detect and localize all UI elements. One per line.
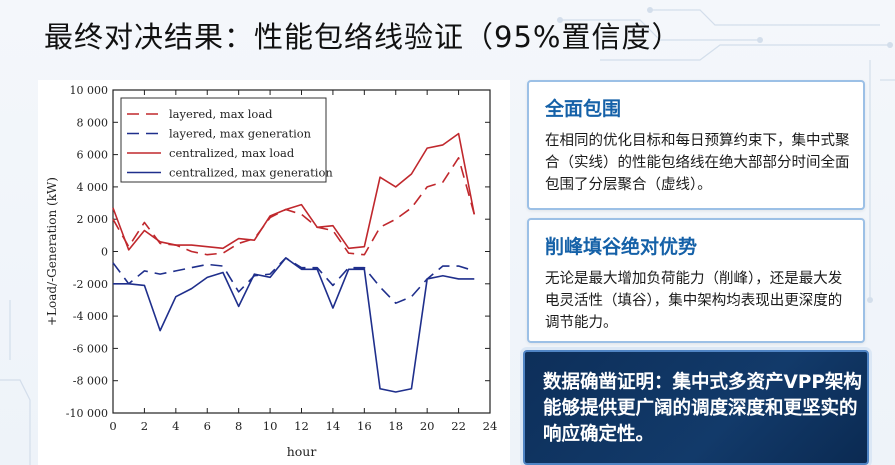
y-axis-label: +Load/-Generation (kW) [45,177,59,326]
series-line [113,257,475,393]
chart-panel: 10 000 8 000 6 000 4 000 2 000 0 -2 000 -4 000 -… [38,80,510,465]
card-body: 无论是最大增加负荷能力（削峰），还是最大发电灵活性（填谷），集中架构均表现出更深… [545,271,843,331]
card-conclusion: 数据确凿证明：集中式多资产VPP架构能够提供更广阔的调度深度和更坚实的响应确定性… [523,350,869,465]
y-tick-label: -4 000 [73,310,108,323]
card-title: 全面包围 [545,98,622,120]
x-tick-label: 2 [141,419,148,433]
series-line [112,257,475,304]
y-tick-label: 4 000 [77,181,109,194]
legend-box [120,97,327,183]
legend-label: layered, max load [169,107,273,121]
x-tick-label: 24 [483,419,498,433]
x-tick-label: 12 [294,419,309,433]
x-tick-label: 18 [388,419,403,433]
legend-label: centralized, max generation [169,166,333,180]
x-axis-label: hour [287,444,317,459]
x-tick-label: 10 [263,419,278,433]
x-tick-label: 4 [172,419,179,433]
conclusion-text: 数据确凿证明：集中式多资产VPP架构能够提供更广阔的调度深度和更坚实的响应确定性… [543,372,862,445]
y-tick-label: -8 000 [73,375,108,388]
page-title: 最终对决结果：性能包络线验证（95%置信度） [44,20,682,54]
series-line [112,132,476,251]
y-tick-label: 2 000 [77,213,109,226]
x-tick-label: 20 [420,419,435,433]
y-tick-label: 0 [101,246,108,259]
y-tick-label: -6 000 [73,342,108,355]
x-tick-label: 16 [357,419,372,433]
performance-envelope-chart: 10 000 8 000 6 000 4 000 2 000 0 -2 000 -4 000 -… [45,84,498,459]
y-tick-label: 8 000 [77,116,109,129]
card-body: 在相同的优化目标和每日预算约束下，集中式聚合（实线）的性能包络线在绝大部部分时间… [545,133,850,193]
y-tick-label: -2 000 [73,278,108,291]
x-tick-label: 0 [109,419,116,433]
y-tick-label: 10 000 [70,84,109,97]
card-full-envelope: 全面包围 在相同的优化目标和每日预算约束下，集中式聚合（实线）的性能包络线在绝大… [527,80,865,210]
x-tick-label: 8 [235,419,242,433]
card-peak-shaving: 削峰填谷绝对优势 无论是最大增加负荷能力（削峰），还是最大发电灵活性（填谷），集… [527,218,865,343]
y-tick-label: -10 000 [66,407,108,420]
legend-label: centralized, max load [169,146,295,160]
card-title: 削峰填谷绝对优势 [545,236,698,258]
x-tick-label: 22 [451,419,466,433]
y-tick-label: 6 000 [77,149,109,162]
x-tick-label: 6 [204,419,211,433]
x-tick-label: 14 [326,419,341,433]
legend-label: layered, max generation [169,127,312,141]
